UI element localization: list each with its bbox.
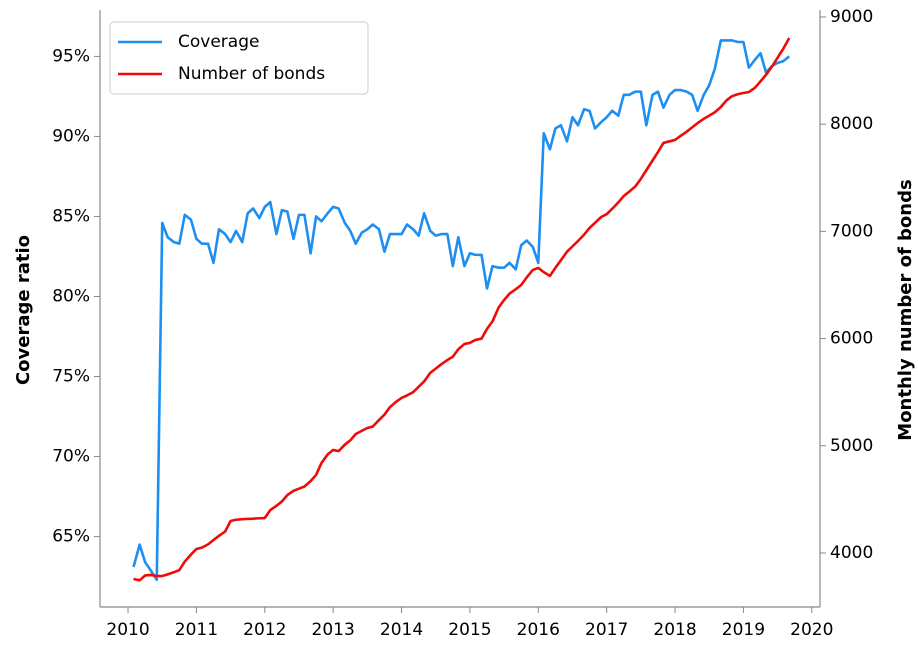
legend-label: Number of bonds <box>178 64 325 84</box>
legend: Coverage Number of bonds <box>109 21 369 95</box>
y2-tick-label: 5000 <box>830 436 873 456</box>
x-tick-label: 2011 <box>175 620 218 640</box>
y-axis-title: Coverage ratio <box>13 235 34 385</box>
x-tick-label: 2015 <box>448 620 491 640</box>
x-tick-label: 2012 <box>243 620 286 640</box>
y-tick-label: 95% <box>52 46 90 66</box>
y2-tick-label: 9000 <box>830 7 873 27</box>
spines <box>99 10 821 608</box>
y-tick-label: 65% <box>52 527 90 547</box>
x-tick-label: 2010 <box>106 620 149 640</box>
y2-axis-title: Monthly number of bonds <box>895 179 916 440</box>
y-tick-label: 90% <box>52 126 90 146</box>
x-tick-label: 2018 <box>653 620 696 640</box>
y2-tick-label: 4000 <box>830 543 873 563</box>
y2-tick-label: 8000 <box>830 114 873 134</box>
x-tick-label: 2017 <box>585 620 628 640</box>
y-tick-label: 85% <box>52 206 90 226</box>
y2-tick-label: 7000 <box>830 221 873 241</box>
series-line <box>132 39 791 582</box>
legend-box <box>109 21 369 95</box>
x-tick-label: 2020 <box>790 620 833 640</box>
x-tick-label: 2013 <box>312 620 355 640</box>
x-tick-label: 2016 <box>517 620 560 640</box>
y-tick-label: 70% <box>52 447 90 467</box>
x-tick-label: 2014 <box>380 620 423 640</box>
y2-tick-label: 6000 <box>830 329 873 349</box>
series-line <box>133 37 791 582</box>
legend-label: Coverage <box>178 32 259 52</box>
y-tick-label: 75% <box>52 367 90 387</box>
y-tick-label: 80% <box>52 286 90 306</box>
x-tick-label: 2019 <box>722 620 765 640</box>
